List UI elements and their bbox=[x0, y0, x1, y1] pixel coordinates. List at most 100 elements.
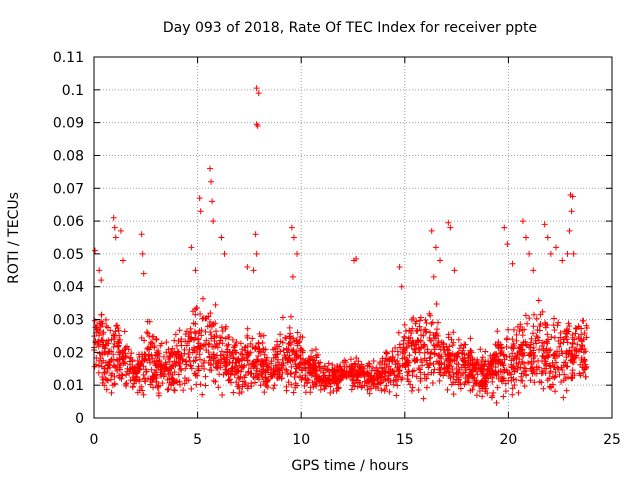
data-point bbox=[302, 375, 309, 382]
data-point bbox=[364, 362, 371, 369]
data-point bbox=[556, 371, 563, 378]
data-point bbox=[473, 368, 480, 375]
data-point bbox=[509, 344, 516, 351]
data-point bbox=[369, 377, 376, 384]
data-point bbox=[262, 357, 269, 364]
data-point bbox=[212, 320, 219, 327]
data-point bbox=[255, 346, 262, 353]
data-point bbox=[510, 326, 517, 333]
x-tick-label: 25 bbox=[603, 432, 621, 448]
data-point bbox=[127, 354, 134, 361]
data-point bbox=[560, 394, 567, 401]
data-point-peak bbox=[523, 234, 530, 241]
data-point bbox=[394, 382, 401, 389]
data-point bbox=[122, 353, 129, 360]
data-point bbox=[186, 346, 193, 353]
data-point bbox=[208, 367, 215, 374]
data-point bbox=[421, 355, 428, 362]
data-point bbox=[261, 389, 268, 396]
data-point bbox=[560, 339, 567, 346]
data-point bbox=[521, 365, 528, 372]
data-point bbox=[427, 360, 434, 367]
data-point bbox=[578, 337, 585, 344]
data-point bbox=[114, 343, 121, 350]
data-point bbox=[149, 340, 156, 347]
data-point bbox=[187, 362, 194, 369]
data-point bbox=[527, 377, 534, 384]
data-point bbox=[353, 354, 360, 361]
data-point bbox=[324, 377, 331, 384]
data-point bbox=[510, 363, 517, 370]
data-point bbox=[530, 330, 537, 337]
data-point bbox=[547, 346, 554, 353]
data-point bbox=[252, 345, 259, 352]
data-point bbox=[254, 373, 261, 380]
data-point bbox=[320, 382, 327, 389]
data-point bbox=[175, 371, 182, 378]
data-point bbox=[559, 366, 566, 373]
data-point bbox=[195, 336, 202, 343]
data-point bbox=[311, 357, 318, 364]
data-point bbox=[208, 331, 215, 338]
data-point bbox=[256, 330, 263, 337]
data-point bbox=[194, 365, 201, 372]
data-point bbox=[291, 374, 298, 381]
data-point bbox=[478, 379, 485, 386]
data-point bbox=[277, 331, 284, 338]
data-point bbox=[95, 362, 102, 369]
data-point bbox=[430, 332, 437, 339]
data-point bbox=[236, 375, 243, 382]
data-point-peak bbox=[207, 165, 214, 172]
data-point bbox=[177, 381, 184, 388]
data-point bbox=[222, 369, 229, 376]
data-point bbox=[160, 373, 167, 380]
data-point bbox=[464, 374, 471, 381]
data-point bbox=[288, 313, 295, 320]
data-point bbox=[214, 344, 221, 351]
data-point bbox=[247, 349, 254, 356]
y-tick-label: 0.1 bbox=[62, 83, 84, 99]
data-point bbox=[449, 342, 456, 349]
data-point bbox=[425, 364, 432, 371]
data-point bbox=[467, 335, 474, 342]
data-point bbox=[129, 374, 136, 381]
data-point bbox=[166, 358, 173, 365]
data-point bbox=[152, 351, 159, 358]
data-point-peak bbox=[541, 221, 548, 228]
data-point bbox=[262, 374, 269, 381]
data-point bbox=[97, 323, 104, 330]
data-point bbox=[423, 319, 430, 326]
data-point bbox=[271, 344, 278, 351]
data-point bbox=[574, 341, 581, 348]
data-point bbox=[514, 365, 521, 372]
data-point-peak bbox=[253, 250, 260, 257]
data-point bbox=[122, 383, 129, 390]
data-point-peak bbox=[559, 257, 566, 264]
data-point bbox=[436, 377, 443, 384]
data-point bbox=[502, 388, 509, 395]
data-point bbox=[509, 385, 516, 392]
data-point-peak bbox=[553, 244, 560, 251]
data-point bbox=[569, 357, 576, 364]
data-point bbox=[178, 338, 185, 345]
data-point bbox=[222, 363, 229, 370]
data-point bbox=[251, 379, 258, 386]
data-point-peak bbox=[255, 90, 262, 97]
data-point bbox=[461, 358, 468, 365]
data-point bbox=[236, 390, 243, 397]
data-point bbox=[544, 331, 551, 338]
data-point bbox=[530, 349, 537, 356]
data-point bbox=[448, 381, 455, 388]
data-point bbox=[112, 328, 119, 335]
x-tick-label: 0 bbox=[90, 432, 99, 448]
data-point bbox=[542, 347, 549, 354]
data-point bbox=[389, 348, 396, 355]
data-point bbox=[569, 351, 576, 358]
data-point bbox=[287, 370, 294, 377]
data-point bbox=[516, 356, 523, 363]
data-point bbox=[569, 367, 576, 374]
data-point bbox=[400, 350, 407, 357]
x-tick-label: 20 bbox=[499, 432, 517, 448]
data-point bbox=[288, 363, 295, 370]
data-point bbox=[467, 387, 474, 394]
